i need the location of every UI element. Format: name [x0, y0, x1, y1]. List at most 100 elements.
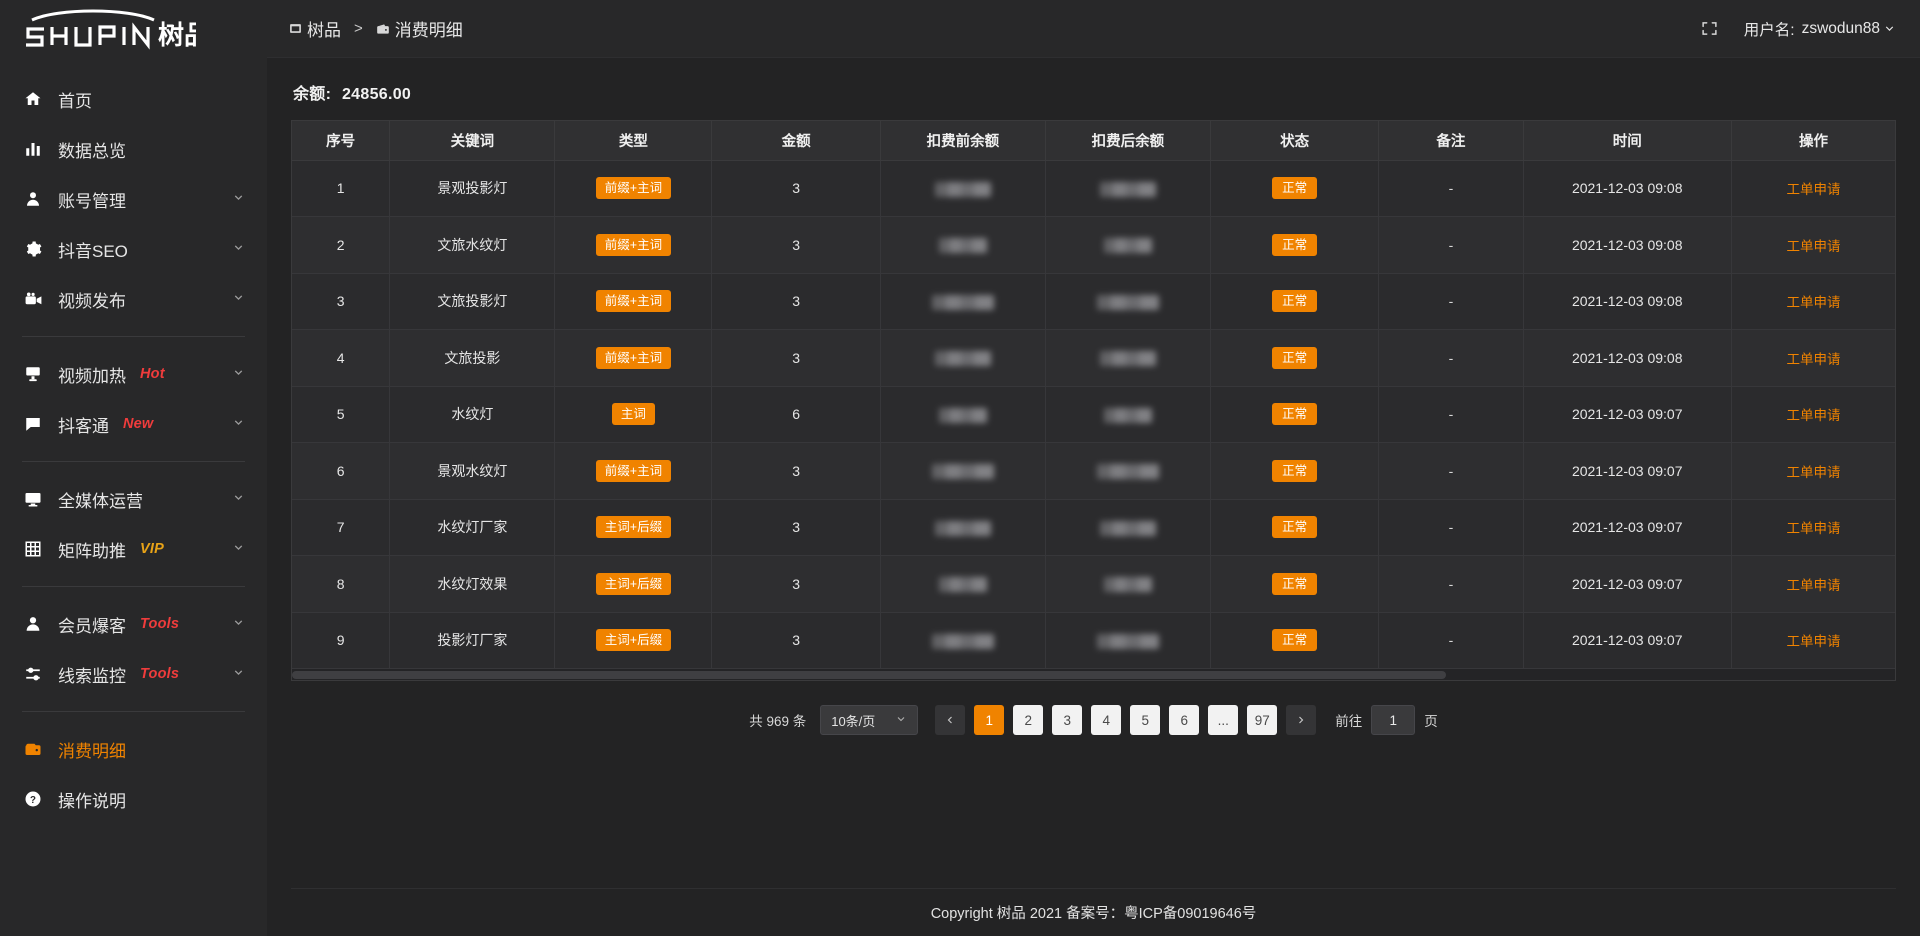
- sidebar-item-label: 抖音SEO: [58, 241, 128, 261]
- sidebar-item-expense[interactable]: 消费明细: [0, 724, 267, 774]
- sidebar-item-douyin-seo[interactable]: 抖音SEO: [0, 224, 267, 274]
- cell-type: 主词+后缀: [554, 499, 713, 556]
- cell-balance-after: [1045, 329, 1211, 387]
- sidebar-item-douketong[interactable]: 抖客通 New: [0, 399, 267, 449]
- table-row: 2 文旅水纹灯 前缀+主词 3 正常 -2021-12-03 09:08 工单申请: [292, 216, 1895, 274]
- pagination-page-2[interactable]: 2: [1013, 705, 1044, 735]
- chevron-down-icon[interactable]: [232, 539, 245, 559]
- cell-balance-after: [1045, 386, 1211, 443]
- status-badge: 正常: [1272, 629, 1318, 652]
- question-icon: ?: [22, 788, 44, 810]
- chevron-down-icon[interactable]: [232, 664, 245, 684]
- chevron-down-icon[interactable]: [1883, 22, 1896, 35]
- ticket-apply-link[interactable]: 工单申请: [1786, 408, 1841, 424]
- col-action: 操作: [1731, 121, 1895, 161]
- video-icon: [22, 288, 44, 310]
- cell-index: 4: [292, 329, 391, 387]
- pagination-page-5[interactable]: 5: [1130, 705, 1161, 735]
- sidebar-item-account[interactable]: 账号管理: [0, 174, 267, 224]
- pagination-page-97[interactable]: 97: [1247, 705, 1278, 735]
- chevron-down-icon[interactable]: [232, 239, 245, 259]
- pagination-page-1[interactable]: 1: [974, 705, 1005, 735]
- chevron-down-icon[interactable]: [232, 289, 245, 309]
- redacted-value: [931, 633, 994, 649]
- cell-remark: -: [1378, 329, 1524, 387]
- goto-label: 前往: [1335, 714, 1363, 729]
- cell-remark: -: [1378, 273, 1524, 330]
- chevron-down-icon[interactable]: [232, 614, 245, 634]
- brand-logo[interactable]: 树品: [0, 0, 267, 58]
- cell-amount: 6: [711, 386, 881, 443]
- col-keyword: 关键词: [389, 121, 556, 161]
- cell-time: 2021-12-03 09:07: [1523, 386, 1732, 443]
- ticket-apply-link[interactable]: 工单申请: [1786, 182, 1841, 198]
- svg-text:树品: 树品: [158, 21, 196, 51]
- pagination-ellipsis[interactable]: ...: [1208, 705, 1239, 735]
- col-index: 序号: [292, 121, 391, 161]
- chevron-down-icon[interactable]: [232, 364, 245, 384]
- cell-type: 前缀+主词: [554, 442, 713, 500]
- expense-table-body: 1 景观投影灯 前缀+主词 3 正常 -2021-12-03 09:08 工单申请 2 文旅水纹…: [292, 160, 1895, 669]
- redacted-value: [1103, 407, 1152, 423]
- table-row: 5 水纹灯 主词 6 正常 -2021-12-03 09:07 工单申请: [292, 386, 1895, 443]
- ticket-apply-link[interactable]: 工单申请: [1786, 521, 1841, 537]
- pagination-page-6[interactable]: 6: [1169, 705, 1200, 735]
- ticket-apply-link[interactable]: 工单申请: [1786, 295, 1841, 311]
- cell-action: 工单申请: [1731, 612, 1895, 669]
- user-menu[interactable]: 用户名: zswodun88: [1744, 18, 1896, 40]
- monitor-icon: [22, 488, 44, 510]
- chevron-down-icon[interactable]: [232, 489, 245, 509]
- cell-action: 工单申请: [1731, 555, 1895, 613]
- table-horizontal-scrollbar[interactable]: [291, 669, 1896, 681]
- cell-balance-before: [880, 216, 1046, 274]
- redacted-value: [938, 238, 987, 254]
- ticket-apply-link[interactable]: 工单申请: [1786, 351, 1841, 367]
- pagination-next[interactable]: [1286, 705, 1317, 735]
- cell-remark: -: [1378, 612, 1524, 669]
- sidebar-item-overview[interactable]: 数据总览: [0, 124, 267, 174]
- breadcrumb-item-current[interactable]: 消费明细: [376, 16, 463, 41]
- ticket-apply-link[interactable]: 工单申请: [1786, 577, 1841, 593]
- balance-value: 24856.00: [341, 86, 412, 103]
- sidebar-item-home[interactable]: 首页: [0, 74, 267, 124]
- cell-index: 3: [292, 273, 391, 330]
- page-size-select[interactable]: 10条/页: [820, 705, 919, 735]
- sidebar-item-manual[interactable]: ? 操作说明: [0, 774, 267, 824]
- sidebar-item-clue[interactable]: 线索监控 Tools: [0, 649, 267, 699]
- redacted-value: [931, 294, 994, 310]
- col-amount: 金额: [711, 121, 881, 161]
- sidebar-item-badge: New: [123, 416, 154, 432]
- ticket-apply-link[interactable]: 工单申请: [1786, 634, 1841, 650]
- goto-input[interactable]: [1371, 705, 1416, 735]
- sidebar-item-video-hot[interactable]: 视频加热 Hot: [0, 349, 267, 399]
- cell-keyword: 水纹灯: [389, 386, 556, 443]
- pagination-page-3[interactable]: 3: [1052, 705, 1083, 735]
- cell-type: 前缀+主词: [554, 329, 713, 387]
- cell-balance-before: [880, 442, 1046, 500]
- pagination-page-4[interactable]: 4: [1091, 705, 1122, 735]
- expense-table: 序号 关键词 类型 金额 扣费前余额 扣费后余额 状态 备注 时间 操作: [292, 121, 1895, 669]
- sidebar-item-matrix[interactable]: 矩阵助推 VIP: [0, 524, 267, 574]
- sidebar-item-media-ops[interactable]: 全媒体运营: [0, 474, 267, 524]
- table-row: 4 文旅投影 前缀+主词 3 正常 -2021-12-03 09:08 工单申请: [292, 329, 1895, 387]
- sidebar-item-label: 首页: [58, 91, 92, 111]
- sidebar-item-video-pub[interactable]: 视频发布: [0, 274, 267, 324]
- cell-keyword: 景观投影灯: [389, 160, 556, 217]
- expense-table-head: 序号 关键词 类型 金额 扣费前余额 扣费后余额 状态 备注 时间 操作: [292, 121, 1895, 161]
- pagination-prev[interactable]: [935, 705, 966, 735]
- chevron-down-icon: [895, 713, 907, 728]
- type-badge: 前缀+主词: [595, 346, 672, 369]
- chevron-down-icon[interactable]: [232, 414, 245, 434]
- sidebar-item-label: 矩阵助推: [58, 541, 126, 561]
- fullscreen-icon[interactable]: [1701, 20, 1718, 37]
- cell-remark: -: [1378, 386, 1524, 443]
- scrollbar-thumb[interactable]: [292, 671, 1447, 679]
- ticket-apply-link[interactable]: 工单申请: [1786, 238, 1841, 254]
- ticket-apply-link[interactable]: 工单申请: [1786, 464, 1841, 480]
- chevron-down-icon[interactable]: [232, 189, 245, 209]
- sidebar-item-member[interactable]: 会员爆客 Tools: [0, 599, 267, 649]
- breadcrumb-item-root[interactable]: 树品: [289, 16, 341, 41]
- status-badge: 正常: [1272, 346, 1318, 369]
